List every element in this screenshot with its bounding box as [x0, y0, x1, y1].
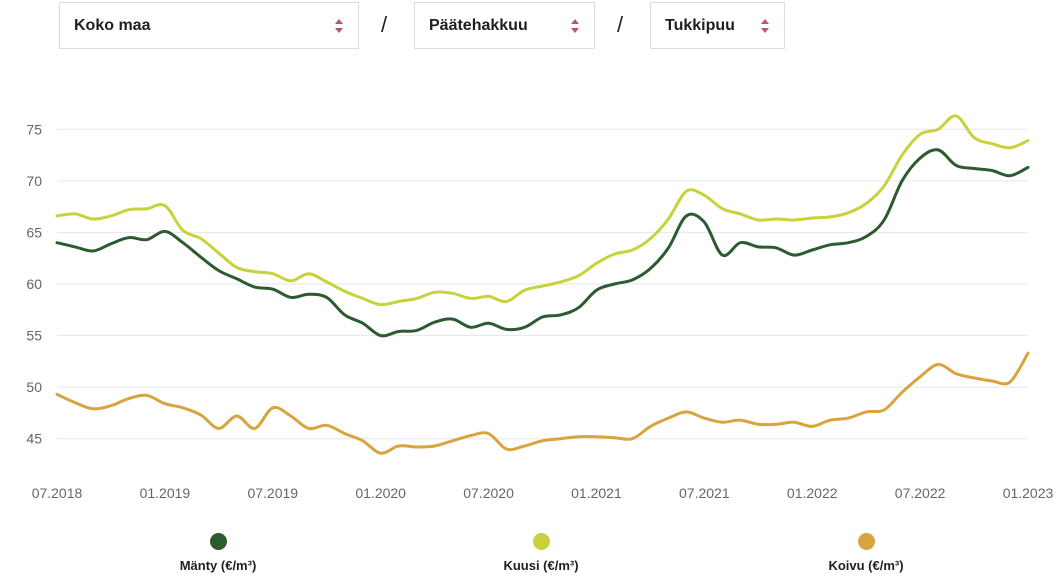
x-tick-label: 07.2020	[463, 485, 514, 501]
felling-select-value: Päätehakkuu	[429, 16, 528, 34]
legend-item-koivu: Koivu (€/m³)	[766, 525, 966, 573]
legend-item-manty: Mänty (€/m³)	[118, 525, 318, 573]
y-tick-label: 75	[26, 121, 42, 137]
legend-dot-kuusi	[532, 533, 550, 550]
y-tick-label: 55	[26, 328, 42, 344]
filter-bar: Koko maa / Päätehakkuu / Tukkipuu	[0, 0, 1063, 60]
price-line-chart: 45 50 55 60 65 70 75 07.2018 01.2019 07.2019 01.20…	[26, 114, 1054, 501]
felling-select[interactable]: Päätehakkuu	[414, 2, 595, 49]
series-line-manty	[55, 148, 1030, 338]
legend-item-kuusi: Kuusi (€/m³)	[441, 525, 641, 573]
x-tick-label: 01.2019	[140, 485, 191, 501]
x-tick-label: 01.2023	[1003, 485, 1054, 501]
legend-label-manty: Mänty (€/m³)	[179, 558, 257, 573]
sort-caret-icon	[571, 19, 579, 33]
sort-caret-icon	[335, 19, 343, 33]
y-tick-label: 60	[26, 276, 42, 292]
region-select[interactable]: Koko maa	[59, 2, 359, 49]
y-tick-label: 70	[26, 173, 42, 189]
region-select-value: Koko maa	[74, 16, 151, 34]
filter-separator: /	[381, 12, 388, 37]
assortment-select-value: Tukkipuu	[665, 16, 735, 34]
legend-label-kuusi: Kuusi (€/m³)	[503, 558, 579, 573]
x-tick-label: 01.2022	[787, 485, 838, 501]
x-tick-label: 01.2020	[355, 485, 406, 501]
legend-dot-koivu	[857, 533, 875, 550]
sort-caret-icon	[761, 19, 769, 33]
x-tick-label: 01.2021	[571, 485, 622, 501]
y-tick-label: 65	[26, 224, 42, 240]
legend-dot-manty	[209, 533, 227, 550]
x-tick-label: 07.2018	[32, 485, 83, 501]
series-line-koivu	[55, 351, 1030, 455]
chart-legend: Mänty (€/m³) Kuusi (€/m³) Koivu (€/m³)	[0, 525, 1063, 579]
filter-separator: /	[617, 12, 624, 37]
x-tick-label: 07.2019	[247, 485, 298, 501]
series-line-kuusi	[55, 114, 1030, 307]
x-tick-label: 07.2022	[895, 485, 946, 501]
legend-label-koivu: Koivu (€/m³)	[828, 558, 904, 573]
x-tick-label: 07.2021	[679, 485, 730, 501]
y-tick-label: 45	[26, 431, 42, 447]
assortment-select[interactable]: Tukkipuu	[650, 2, 785, 49]
y-tick-label: 50	[26, 379, 42, 395]
